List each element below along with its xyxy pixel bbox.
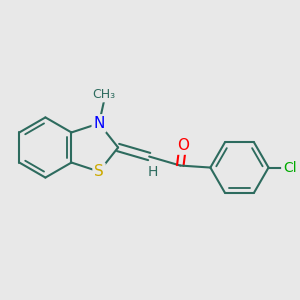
Text: CH₃: CH₃ [92,88,116,101]
Text: H: H [148,165,158,178]
Text: O: O [177,138,189,153]
Text: Cl: Cl [283,160,296,175]
Text: N: N [93,116,105,131]
Text: S: S [94,164,104,179]
